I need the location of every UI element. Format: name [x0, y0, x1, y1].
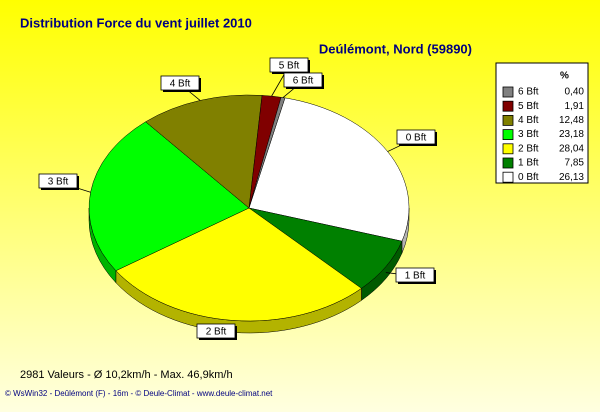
legend-label: 6 Bft: [518, 87, 539, 98]
legend-value: 7,85: [565, 158, 585, 169]
chart-subtitle: Deúlémont, Nord (59890): [319, 41, 472, 56]
credits: © WsWin32 - Deûlémont (F) - 16m - © Deul…: [5, 389, 273, 398]
slice-label: 0 Bft: [406, 133, 427, 144]
legend-value: 0,40: [565, 87, 585, 98]
pie-slice: [88, 121, 250, 272]
label-box: [283, 72, 323, 88]
legend-label: 5 Bft: [518, 101, 539, 112]
label-box: [160, 75, 200, 91]
label-box: [269, 57, 309, 73]
legend-swatch: [502, 171, 514, 183]
legend-swatch: [502, 115, 514, 126]
legend-label: 3 Bft: [518, 129, 539, 140]
legend-value: 26,13: [559, 172, 584, 183]
legend-label: 4 Bft: [518, 115, 539, 126]
label-box: [396, 129, 436, 145]
slice-label: 3 Bft: [48, 177, 69, 188]
slice-label: 2 Bft: [206, 327, 227, 338]
pie-slice: [145, 94, 263, 209]
legend-label: 1 Bft: [518, 158, 539, 169]
slice-label: 6 Bft: [293, 76, 314, 87]
slice-label: 4 Bft: [170, 79, 191, 90]
pie-slice: [115, 207, 362, 322]
slice-label: 1 Bft: [405, 271, 426, 282]
legend-swatch: [502, 86, 514, 98]
legend-swatch: [502, 129, 514, 141]
legend-swatch: [502, 157, 514, 169]
legend-value: 28,04: [559, 143, 584, 154]
legend-swatch: [502, 143, 514, 155]
legend-header: %: [560, 71, 569, 82]
legend-swatch: [502, 100, 514, 112]
label-box: [38, 173, 78, 189]
legend-label: 0 Bft: [518, 172, 539, 183]
pie-slice: [248, 97, 410, 242]
slice-label: 5 Bft: [279, 61, 300, 72]
legend-value: 12,48: [559, 115, 584, 126]
chart-title: Distribution Force du vent juillet 2010: [20, 15, 252, 30]
legend-value: 1,91: [565, 101, 585, 112]
label-box: [196, 323, 236, 339]
legend-label: 2 Bft: [518, 143, 539, 154]
legend-value: 23,18: [559, 129, 584, 140]
stats-text: 2981 Valeurs - Ø 10,2km/h - Max. 46,9km/…: [20, 369, 233, 381]
label-box: [395, 267, 435, 283]
